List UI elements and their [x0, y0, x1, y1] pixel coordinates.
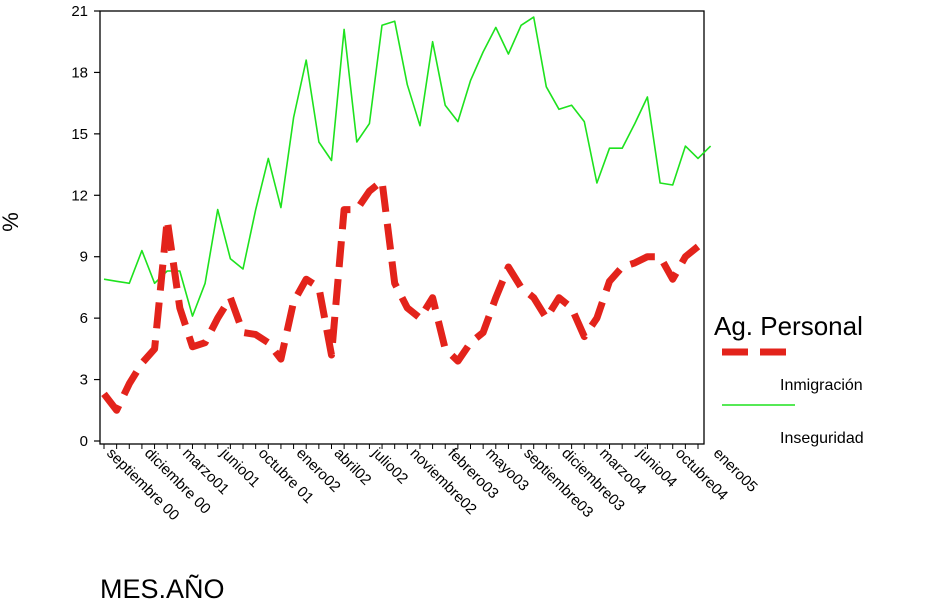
legend-label-inseguridad: Inseguridad: [780, 430, 864, 447]
y-tick-label-6: 6: [80, 310, 88, 327]
x-axis-title: MES.AÑO: [100, 573, 225, 603]
series-line-inmigracion: [101, 177, 701, 414]
x-tick-label: julio02: [368, 444, 411, 487]
x-tick-label: noviembre02: [406, 445, 479, 518]
legend-title: Ag. Personal: [714, 311, 863, 341]
y-tick-label-18: 18: [71, 64, 88, 81]
y-tick-label-9: 9: [80, 249, 88, 266]
series-layer: [101, 16, 712, 414]
y-tick-label-12: 12: [71, 187, 88, 204]
plot-frame: [99, 10, 705, 445]
y-tick-label-15: 15: [71, 126, 88, 143]
y-axis-ticks: 0 3 6 9 12 15 18 21: [71, 3, 100, 450]
y-axis-title: %: [0, 212, 23, 232]
legend: Ag. Personal Inmigración Inseguridad: [714, 311, 864, 447]
legend-label-inmigracion: Inmigración: [780, 377, 863, 394]
y-tick-label-21: 21: [71, 3, 88, 20]
y-tick-label-3: 3: [80, 372, 88, 389]
series-line-inseguridad: [103, 16, 712, 317]
y-tick-label-0: 0: [80, 433, 88, 450]
